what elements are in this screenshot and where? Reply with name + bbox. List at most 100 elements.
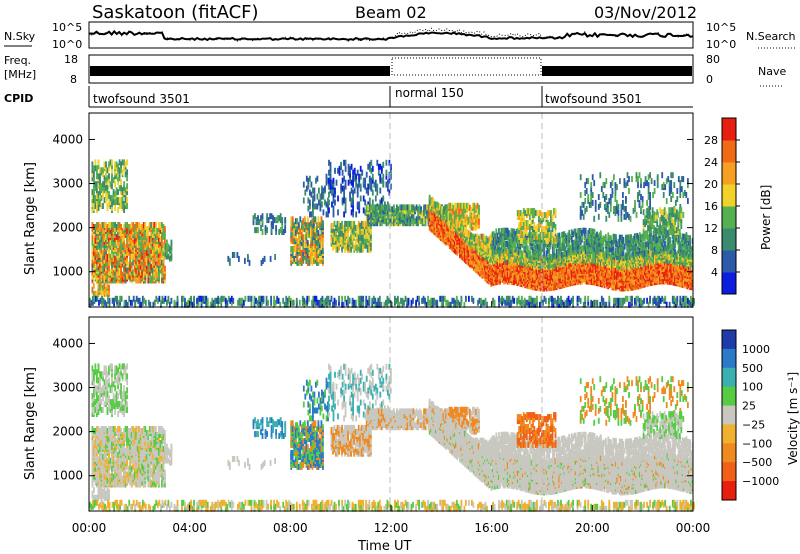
power-cell — [473, 298, 475, 304]
power-cell — [345, 198, 347, 204]
cpid-segment-1: twofsound 3501 — [93, 92, 190, 106]
power-cell — [108, 173, 110, 179]
noise-sky-line — [89, 31, 693, 40]
power-cell — [278, 298, 280, 304]
power-cell — [369, 198, 371, 204]
noise-left-label: N.Sky — [4, 30, 36, 43]
power-cell — [333, 178, 335, 184]
freq-right-legend: Nave — [758, 65, 786, 78]
power-cell — [328, 200, 330, 206]
power-cell — [352, 206, 354, 212]
power-cell — [367, 164, 369, 170]
power-cell — [266, 227, 268, 233]
power-cell — [376, 190, 378, 196]
station-title: Saskatoon (fitACF) — [92, 2, 259, 23]
power-cell — [584, 296, 586, 302]
power-cell — [366, 172, 368, 178]
power-cell — [474, 203, 476, 209]
power-cell — [322, 248, 324, 254]
power-cell — [126, 268, 128, 274]
power-cell — [362, 296, 364, 302]
power-cell — [307, 216, 309, 222]
power-cell — [468, 296, 470, 302]
power-cell — [372, 190, 374, 196]
noise-right-tick-bottom: 10^0 — [706, 38, 736, 51]
power-cell — [631, 296, 633, 302]
power-cell — [264, 256, 266, 262]
power-cell — [303, 182, 305, 188]
cpid-segment-3: twofsound 3501 — [545, 92, 642, 106]
power-cell — [171, 254, 173, 260]
freq-right-tick-bottom: 0 — [706, 73, 713, 86]
power-cell — [111, 159, 113, 165]
power-cell — [323, 194, 325, 200]
power-cell — [397, 296, 399, 302]
power-cell — [323, 300, 325, 306]
power-cell — [379, 296, 381, 302]
power-cell — [277, 215, 279, 221]
power-cell — [334, 200, 336, 206]
power-cell — [478, 205, 480, 211]
power-cell — [324, 186, 326, 192]
power-cell — [375, 196, 377, 202]
power-cell — [177, 296, 179, 302]
noise-left-tick-bottom: 10^0 — [52, 38, 82, 51]
power-cell — [345, 166, 347, 172]
power-cell — [465, 296, 467, 302]
power-cell — [322, 242, 324, 248]
power-cell — [315, 216, 317, 222]
power-cell — [145, 300, 147, 306]
power-cell — [352, 182, 354, 188]
power-cell — [156, 272, 158, 278]
power-cell — [164, 266, 166, 272]
power-cell — [436, 300, 438, 306]
power-cell — [457, 300, 459, 306]
power-cell — [382, 204, 384, 210]
power-cell — [123, 181, 125, 187]
power-cell — [232, 252, 234, 258]
power-cell — [590, 300, 592, 306]
power-cell — [398, 206, 400, 212]
power-cell — [379, 188, 381, 194]
power-cell — [372, 174, 374, 180]
power-cell — [358, 202, 360, 208]
power-cell — [270, 256, 272, 262]
power-cell — [685, 296, 687, 302]
noise-right-tick-top: 10^5 — [706, 21, 736, 34]
noise-right-legend: N.Search — [746, 30, 796, 43]
power-cell — [307, 240, 309, 246]
power-cell — [367, 204, 369, 210]
power-cell — [345, 204, 347, 210]
power-cell — [676, 296, 678, 302]
power-cell — [126, 228, 128, 234]
power-cell — [335, 300, 337, 306]
power-cell — [298, 222, 300, 228]
power-cell — [111, 222, 113, 228]
power-cell — [345, 160, 347, 166]
frequency-panel: Freq. [MHz] 18 8 80 0 Nave — [4, 53, 786, 86]
power-cell — [354, 188, 356, 194]
power-cell — [360, 196, 362, 202]
power-cell — [299, 300, 301, 306]
power-cell — [595, 300, 597, 306]
power-cell — [111, 173, 113, 179]
power-cell — [442, 296, 444, 302]
power-cell — [354, 168, 356, 174]
power-cell — [245, 296, 247, 302]
power-cell — [97, 296, 99, 302]
power-cell — [337, 168, 339, 174]
power-cell — [126, 197, 128, 203]
power-cell — [307, 206, 309, 212]
power-cell — [114, 205, 116, 211]
power-cell — [627, 296, 629, 302]
power-cell — [284, 217, 286, 223]
power-cell — [412, 298, 414, 304]
power-cell — [96, 187, 98, 193]
power-cell — [238, 256, 240, 262]
power-cell — [156, 228, 158, 234]
date-title: 03/Nov/2012 — [594, 3, 697, 22]
power-cell — [494, 300, 496, 306]
power-cell — [427, 296, 429, 302]
power-cell — [318, 188, 320, 194]
